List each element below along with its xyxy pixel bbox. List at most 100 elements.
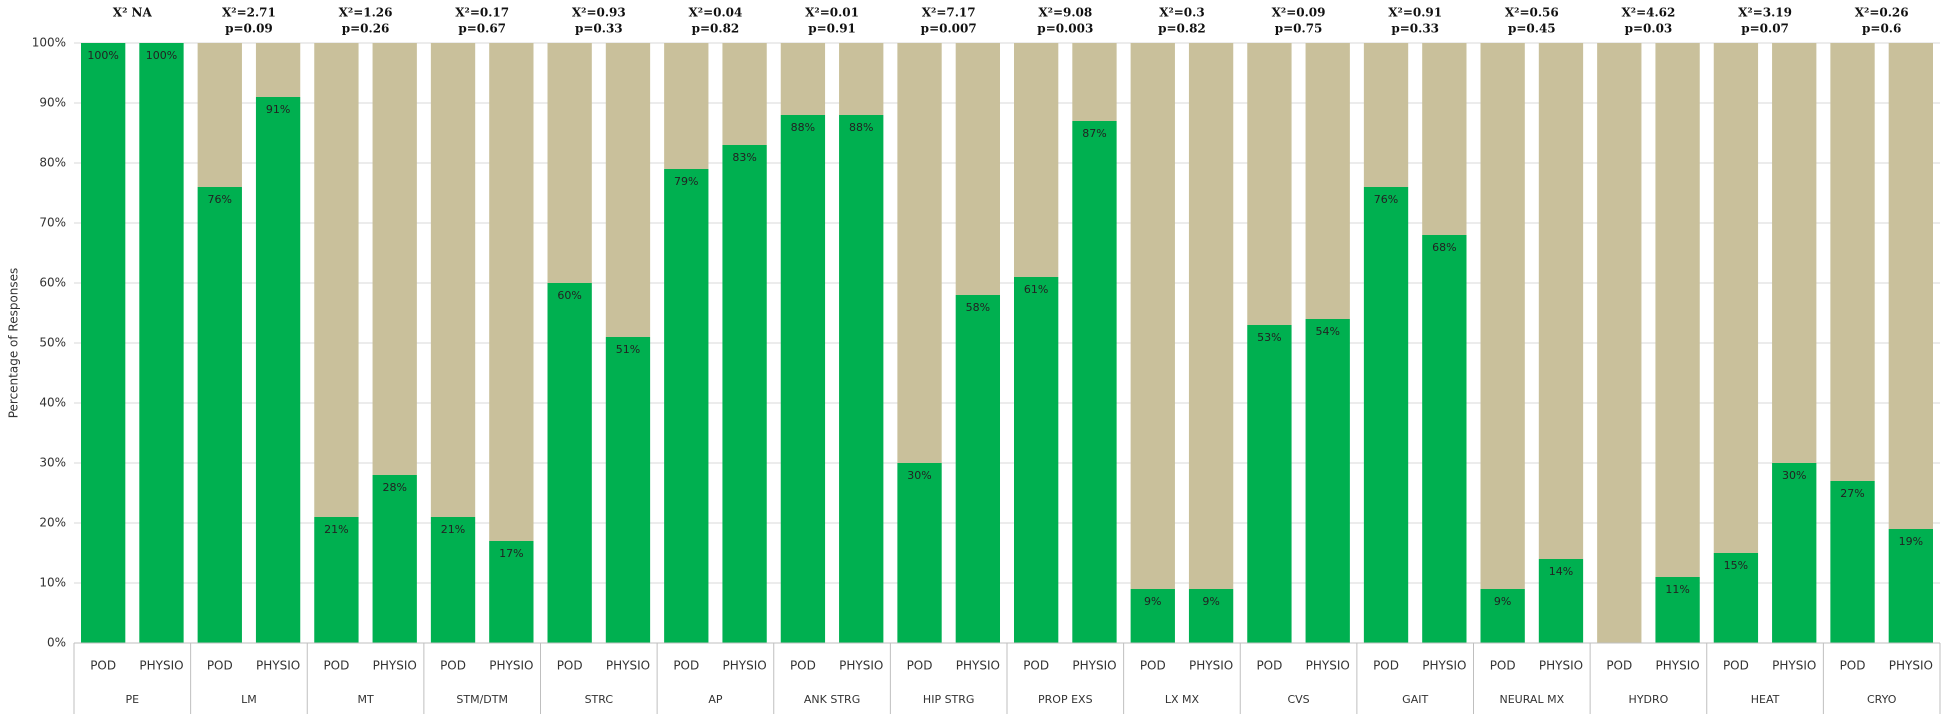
- stat-annotation: p=0.6: [1862, 22, 1901, 36]
- x-tick-label: POD: [1023, 659, 1049, 673]
- y-tick-label: 40%: [39, 396, 66, 410]
- stat-annotation: p=0.67: [458, 22, 506, 36]
- x-tick-label: PHYSIO: [139, 659, 183, 673]
- bar-segment: [1655, 43, 1700, 577]
- data-label: 9%: [1202, 595, 1219, 608]
- stat-annotation: p=0.33: [1391, 22, 1439, 36]
- x-tick-label: POD: [790, 659, 816, 673]
- bar-segment: [664, 169, 709, 643]
- stat-annotation: Χ²=2.71: [222, 6, 276, 20]
- bar-segment: [547, 43, 592, 283]
- bar-segment: [1188, 589, 1234, 643]
- bar-segment: [1538, 43, 1584, 559]
- bar-segment: [1830, 43, 1875, 481]
- stat-annotation: Χ²=0.3: [1159, 6, 1205, 20]
- stat-annotation: Χ²=1.26: [339, 6, 393, 20]
- bar-segment: [80, 43, 126, 643]
- data-label: 30%: [1782, 469, 1806, 482]
- x-tick-label: POD: [1490, 659, 1516, 673]
- bar-segment: [955, 295, 1001, 643]
- bar-segment: [839, 115, 884, 643]
- bar-segment: [1772, 463, 1817, 643]
- data-label: 27%: [1840, 487, 1864, 500]
- data-label: 79%: [674, 175, 698, 188]
- data-label: 87%: [1082, 127, 1106, 140]
- data-label: 100%: [87, 49, 118, 62]
- stat-annotation: Χ²=0.26: [1855, 6, 1909, 20]
- group-label: NEURAL MX: [1500, 693, 1565, 706]
- data-label: 21%: [441, 523, 465, 536]
- bar-segment: [1130, 589, 1175, 643]
- y-tick-label: 20%: [39, 516, 66, 530]
- bar-segment: [722, 43, 767, 145]
- bar-segment: [255, 43, 301, 97]
- y-tick-label: 100%: [32, 36, 66, 50]
- x-tick-label: POD: [1840, 659, 1866, 673]
- data-label: 17%: [499, 547, 523, 560]
- bar-segment: [255, 97, 301, 643]
- data-label: 9%: [1494, 595, 1511, 608]
- data-label: 28%: [382, 481, 406, 494]
- x-tick-label: POD: [557, 659, 583, 673]
- bar-segment: [605, 43, 651, 337]
- data-label: 60%: [557, 289, 581, 302]
- bar-segment: [1072, 43, 1117, 121]
- bar-segment: [139, 43, 184, 643]
- data-label: 14%: [1549, 565, 1573, 578]
- stat-annotation: p=0.26: [342, 22, 390, 36]
- bar-segment: [780, 43, 826, 115]
- data-label: 83%: [732, 151, 756, 164]
- group-label: LX MX: [1165, 693, 1200, 706]
- stat-annotation: Χ²=0.91: [1388, 6, 1442, 20]
- bar-segment: [489, 541, 534, 643]
- bar-segment: [1713, 553, 1759, 643]
- stat-annotation: p=0.03: [1625, 22, 1673, 36]
- stat-annotation: Χ²=0.56: [1505, 6, 1559, 20]
- bar-segment: [1188, 43, 1234, 589]
- stat-annotation: Χ²=0.01: [805, 6, 859, 20]
- x-tick-label: POD: [323, 659, 349, 673]
- y-axis-title: Percentage of Responses: [7, 268, 21, 419]
- bar-segment: [1888, 529, 1934, 643]
- data-label: 58%: [966, 301, 990, 314]
- bar-segment: [430, 517, 476, 643]
- group-label: GAIT: [1402, 693, 1428, 706]
- y-tick-label: 30%: [39, 456, 66, 470]
- bar-segment: [197, 43, 242, 187]
- data-label: 76%: [208, 193, 232, 206]
- bar-segment: [1597, 43, 1642, 643]
- bar-segment: [1480, 589, 1525, 643]
- bar-segment: [1713, 43, 1759, 553]
- stat-annotation: p=0.33: [575, 22, 623, 36]
- x-tick-label: PHYSIO: [1889, 659, 1933, 673]
- group-label: PROP EXS: [1038, 693, 1093, 706]
- data-label: 76%: [1374, 193, 1398, 206]
- data-label: 53%: [1257, 331, 1281, 344]
- x-tick-label: POD: [207, 659, 233, 673]
- bar-segment: [489, 43, 534, 541]
- group-label: ANK STRG: [804, 693, 860, 706]
- x-tick-label: POD: [440, 659, 466, 673]
- stat-annotation: p=0.75: [1275, 22, 1323, 36]
- stat-annotation: p=0.07: [1741, 22, 1789, 36]
- stat-annotation: Χ² NA: [113, 6, 153, 20]
- group-label: MT: [357, 693, 373, 706]
- bar-segment: [1422, 235, 1467, 643]
- group-label: AP: [708, 693, 723, 706]
- stat-annotation: Χ²=0.09: [1272, 6, 1326, 20]
- y-tick-label: 10%: [39, 576, 66, 590]
- data-label: 30%: [907, 469, 931, 482]
- x-tick-label: PHYSIO: [256, 659, 300, 673]
- stat-annotation: Χ²=3.19: [1738, 6, 1792, 20]
- bar-segment: [372, 43, 417, 475]
- stat-annotation: p=0.007: [921, 22, 977, 36]
- bar-segment: [430, 43, 476, 517]
- bar-segment: [955, 43, 1001, 295]
- group-label: CVS: [1287, 693, 1309, 706]
- y-tick-label: 70%: [39, 216, 66, 230]
- bar-segment: [1888, 43, 1934, 529]
- bar-segment: [1655, 577, 1700, 643]
- group-label: STM/DTM: [456, 693, 508, 706]
- stat-annotation: p=0.45: [1508, 22, 1556, 36]
- stat-annotation: p=0.09: [225, 22, 273, 36]
